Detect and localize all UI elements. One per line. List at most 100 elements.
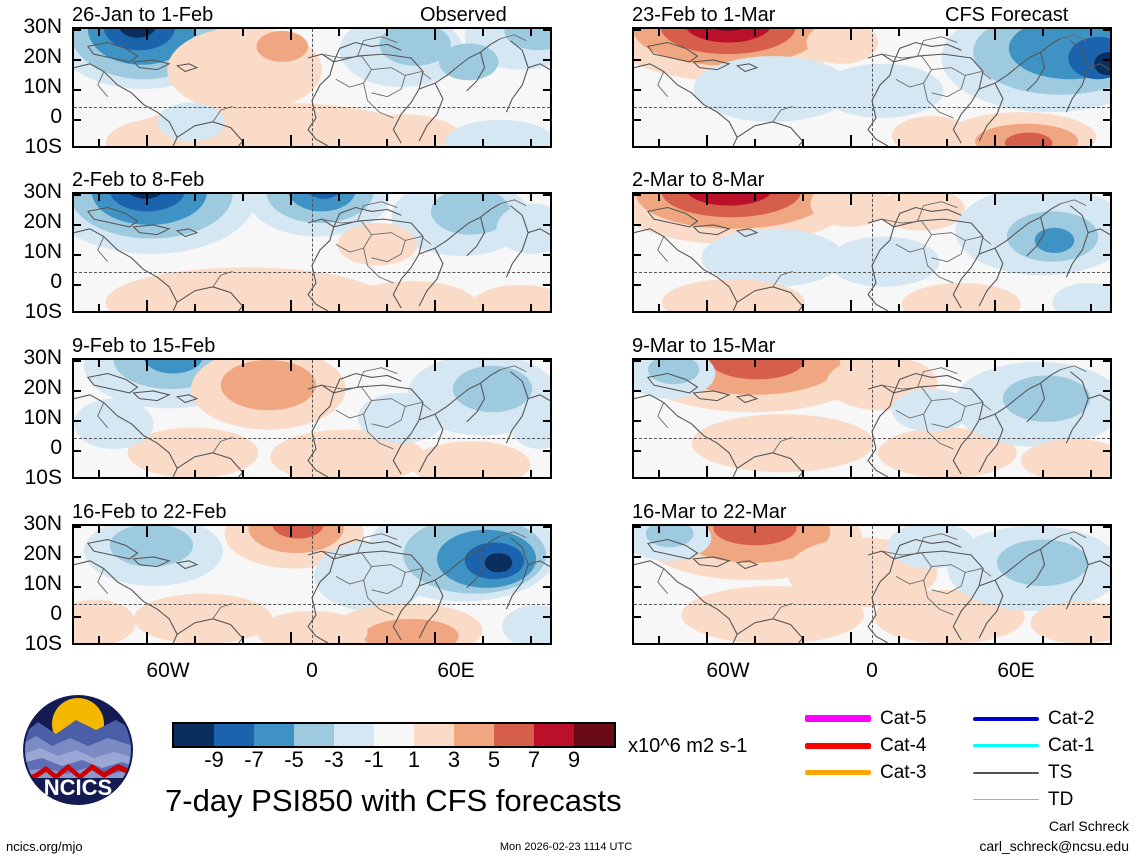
legend-label-cat-2: Cat-2 (1048, 708, 1095, 729)
colorbar-tick: 7 (527, 747, 541, 772)
x-tick-marks-2 (634, 29, 1110, 146)
coastline-overlay-4 (634, 199, 1110, 311)
panel-title-4: 2-Mar to 8-Mar (632, 169, 765, 191)
footer-author: Carl Schreck (1048, 818, 1129, 834)
y-tick-marks-4 (634, 194, 1110, 311)
colorbar-swatch-0 (174, 724, 214, 746)
y-tick-10n: 10N (23, 240, 62, 263)
colorbar-tick: -3 (324, 747, 344, 772)
y-tick-marks-1 (74, 29, 550, 146)
y-tick-10n: 10N (23, 75, 62, 98)
ncics-logo-text: NCICS (44, 775, 112, 800)
y-tick-0: 0 (50, 270, 62, 293)
map-panel-4[interactable] (632, 192, 1112, 313)
colorbar-swatch-8 (494, 724, 534, 746)
psi850-field-1 (74, 29, 550, 146)
prime-meridian-line (872, 194, 873, 311)
legend-label-ts: TS (1048, 762, 1073, 783)
x-tick-marks-5 (74, 360, 550, 477)
panel-title-3: 2-Feb to 8-Feb (72, 169, 205, 191)
y-tick-0: 0 (50, 105, 62, 128)
y-tick-20n: 20N (23, 45, 62, 68)
cat-3-line-icon (805, 759, 871, 786)
figure-main-title: 7-day PSI850 with CFS forecasts (165, 783, 622, 818)
x-tick-60w: 60W (146, 659, 190, 682)
panel-title-2: 23-Feb to 1-Mar (632, 4, 776, 26)
footer-site-link[interactable]: ncics.org/mjo (6, 839, 83, 854)
colorbar-swatch-1 (214, 724, 254, 746)
x-tick-0: 0 (306, 659, 318, 682)
y-tick-20n: 20N (23, 542, 62, 565)
y-tick-10s: 10S (24, 300, 62, 323)
colorbar-swatch-4 (334, 724, 374, 746)
colorbar-swatch-6 (414, 724, 454, 746)
y-tick-0: 0 (50, 602, 62, 625)
y-tick-10s: 10S (24, 135, 62, 158)
column-header-observed: Observed (420, 4, 507, 26)
colorbar-tick-labels: -9 -7 -5 -3 -1 1 3 5 7 9 (174, 748, 614, 772)
prime-meridian-line (872, 526, 873, 643)
legend-item-cat-1: Cat-1 (973, 732, 1094, 759)
y-tick-marks-8 (634, 526, 1110, 643)
map-panel-1[interactable] (72, 27, 552, 148)
y-tick-30n: 30N (23, 180, 62, 203)
x-tick-marks-3 (74, 194, 550, 311)
ts-line-icon (973, 759, 1039, 786)
map-panel-3[interactable] (72, 192, 552, 313)
y-tick-marks-5 (74, 360, 550, 477)
cat-2-line-icon (973, 705, 1039, 732)
x-tick-60w: 60W (706, 659, 750, 682)
y-tick-10s: 10S (24, 466, 62, 489)
colorbar-swatch-3 (294, 724, 334, 746)
map-panel-2[interactable] (632, 27, 1112, 148)
storm-legend-column-right: Cat-2 Cat-1 TS TD (973, 705, 1094, 813)
map-panel-5[interactable] (72, 358, 552, 479)
ncics-logo: NCICS (22, 694, 134, 806)
y-tick-10n: 10N (23, 406, 62, 429)
y-axis-labels-row-3: 30N 20N 10N 0 10S (0, 347, 62, 488)
y-tick-marks-7 (74, 526, 550, 643)
td-line-icon (973, 786, 1039, 813)
legend-item-ts: TS (973, 759, 1094, 786)
y-tick-30n: 30N (23, 346, 62, 369)
legend-label-cat-5: Cat-5 (880, 708, 927, 729)
storm-legend-column-left: Cat-5 Cat-4 Cat-3 (805, 705, 926, 786)
prime-meridian-line (312, 526, 313, 643)
legend-item-td: TD (973, 786, 1094, 813)
x-axis-labels-left: 60W 0 60E (72, 658, 552, 684)
x-tick-60e: 60E (997, 659, 1035, 682)
colorbar-units-label: x10^6 m2 s-1 (628, 735, 748, 757)
prime-meridian-line (872, 29, 873, 146)
psi850-field-7 (74, 526, 550, 643)
colorbar-tick: -1 (364, 747, 384, 772)
legend-item-cat-3: Cat-3 (805, 759, 926, 786)
x-tick-marks-7 (74, 526, 550, 643)
colorbar-swatch-5 (374, 724, 414, 746)
legend-item-cat-4: Cat-4 (805, 732, 926, 759)
panel-title-6: 9-Mar to 15-Mar (632, 335, 776, 357)
colorbar-tick: 3 (447, 747, 461, 772)
prime-meridian-line (312, 360, 313, 477)
legend-label-td: TD (1048, 789, 1074, 810)
map-panel-6[interactable] (632, 358, 1112, 479)
panel-title-8: 16-Mar to 22-Mar (632, 501, 787, 523)
colorbar-swatch-2 (254, 724, 294, 746)
y-axis-labels-row-1: 30N 20N 10N 0 10S (0, 16, 62, 157)
colorbar-swatch-10 (574, 724, 614, 746)
map-panel-7[interactable] (72, 524, 552, 645)
x-axis-labels-right: 60W 0 60E (632, 658, 1112, 684)
legend-item-cat-2: Cat-2 (973, 705, 1094, 732)
map-panel-8[interactable] (632, 524, 1112, 645)
legend-label-cat-1: Cat-1 (1048, 735, 1095, 756)
y-tick-10n: 10N (23, 572, 62, 595)
y-tick-10s: 10S (24, 632, 62, 655)
prime-meridian-line (312, 29, 313, 146)
legend-label-cat-4: Cat-4 (880, 735, 927, 756)
coastline-overlay-2 (634, 34, 1110, 146)
y-tick-30n: 30N (23, 512, 62, 535)
footer-email[interactable]: carl_schreck@ncsu.edu (979, 838, 1129, 854)
colorbar-tick: 9 (567, 747, 581, 772)
colorbar-tick: 1 (407, 747, 421, 772)
colorbar-swatch-7 (454, 724, 494, 746)
